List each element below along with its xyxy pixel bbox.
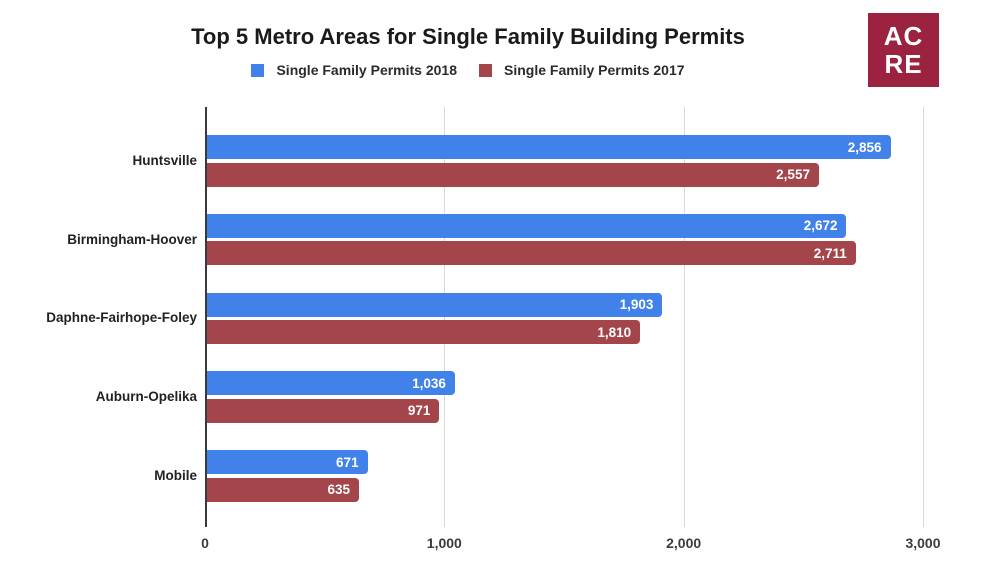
acre-logo-line1: AC (883, 21, 924, 51)
chart-header: Top 5 Metro Areas for Single Family Buil… (0, 0, 936, 78)
bar-2018-mobile: 671 (207, 450, 368, 475)
gridline-1000 (444, 107, 446, 527)
bar-2018-auburn-opelika: 1,036 (207, 371, 455, 396)
x-tick-label-2000: 2,000 (666, 535, 702, 551)
legend-swatch-2017-icon (479, 63, 492, 77)
gridline-3000 (923, 107, 924, 527)
gridline-2000 (683, 107, 685, 527)
bar-2018-huntsville: 2,856 (207, 135, 891, 159)
bar-value-label: 1,036 (412, 375, 446, 391)
bar-value-label: 635 (327, 482, 350, 498)
plot-area: 2,856 2,557 2,672 2,711 1,903 1,810 1,036 971 67… (205, 107, 951, 527)
bar-2017-birmingham-hoover: 2,711 (207, 241, 856, 266)
acre-logo-line2: RE (884, 49, 923, 79)
category-label-auburn-opelika: Auburn-Opelika (95, 389, 197, 405)
bar-value-label: 1,810 (597, 324, 632, 340)
category-label-birmingham-hoover: Birmingham-Hoover (67, 231, 197, 247)
bar-2017-auburn-opelika: 971 (207, 398, 440, 423)
category-label-huntsville: Huntsville (132, 152, 197, 168)
y-axis-baseline (205, 107, 207, 527)
legend-label-2018: Single Family Permits 2018 (276, 62, 457, 78)
bar-value-label: 2,672 (803, 218, 838, 234)
category-labels: Huntsville Birmingham-Hoover Daphne-Fairho… (0, 0, 197, 569)
bar-value-label: 2,856 (847, 139, 882, 155)
x-tick-label-1000: 1,000 (426, 535, 462, 551)
bar-2017-daphne-fairhope-foley: 1,810 (207, 320, 641, 345)
bar-2018-daphne-fairhope-foley: 1,903 (207, 292, 663, 317)
bar-2017-mobile: 635 (207, 477, 359, 502)
legend-item-2017: Single Family Permits 2017 (479, 62, 685, 78)
x-tick-label-0: 0 (201, 535, 209, 551)
legend-swatch-2018-icon (251, 63, 265, 77)
bar-value-label: 2,557 (776, 167, 810, 182)
bar-value-label: 2,711 (813, 245, 847, 261)
x-tick-label-3000: 3,000 (905, 535, 941, 551)
chart-title: Top 5 Metro Areas for Single Family Buil… (191, 24, 745, 49)
legend-label-2017: Single Family Permits 2017 (504, 62, 685, 78)
category-label-mobile: Mobile (154, 467, 197, 483)
legend-item-2018: Single Family Permits 2018 (251, 62, 457, 78)
bar-value-label: 971 (407, 403, 431, 419)
category-label-daphne-fairhope-foley: Daphne-Fairhope-Foley (46, 310, 197, 326)
bar-2017-huntsville: 2,557 (207, 162, 819, 187)
acre-logo: AC RE (868, 13, 939, 87)
bar-2018-birmingham-hoover: 2,672 (207, 213, 847, 238)
bar-value-label: 1,903 (619, 297, 654, 313)
legend: Single Family Permits 2018 Single Family… (0, 62, 936, 78)
bar-value-label: 671 (336, 454, 359, 470)
